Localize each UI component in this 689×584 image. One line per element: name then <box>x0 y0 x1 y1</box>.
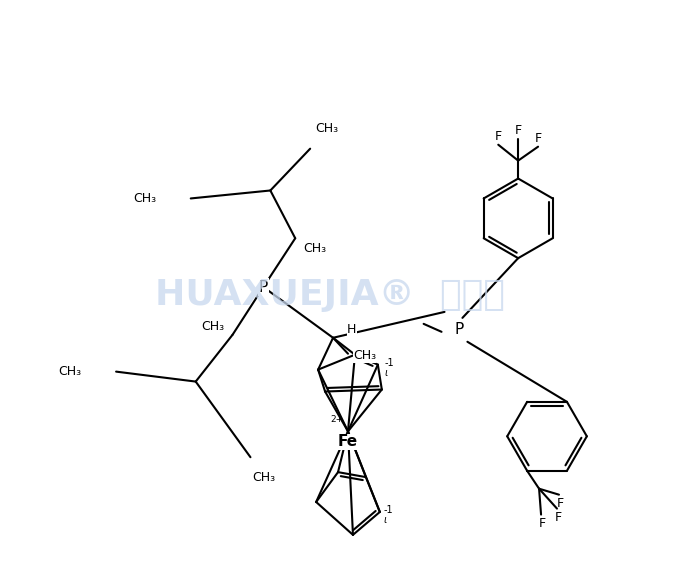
Text: CH₃: CH₃ <box>252 471 276 484</box>
Text: -1: -1 <box>384 505 393 515</box>
Text: CH₃: CH₃ <box>315 121 338 135</box>
Text: F: F <box>495 130 502 142</box>
Text: CH₃: CH₃ <box>353 349 376 362</box>
Text: CH₃: CH₃ <box>201 321 225 333</box>
Text: Fe: Fe <box>338 434 358 449</box>
Text: 2+: 2+ <box>330 415 343 425</box>
Text: ι: ι <box>385 367 388 378</box>
Text: H: H <box>347 324 356 336</box>
Text: F: F <box>555 510 562 524</box>
Text: P: P <box>455 322 464 338</box>
Text: F: F <box>539 517 546 530</box>
Text: CH₃: CH₃ <box>58 365 81 378</box>
Text: ι: ι <box>384 515 387 525</box>
Text: F: F <box>515 124 522 137</box>
Text: CH₃: CH₃ <box>133 192 156 205</box>
Text: F: F <box>535 132 542 145</box>
Text: P: P <box>259 280 268 294</box>
Text: F: F <box>557 496 564 510</box>
Text: HUAXUEJIA®  化学加: HUAXUEJIA® 化学加 <box>155 278 505 312</box>
Text: -1: -1 <box>385 357 394 368</box>
Text: CH₃: CH₃ <box>303 242 327 255</box>
